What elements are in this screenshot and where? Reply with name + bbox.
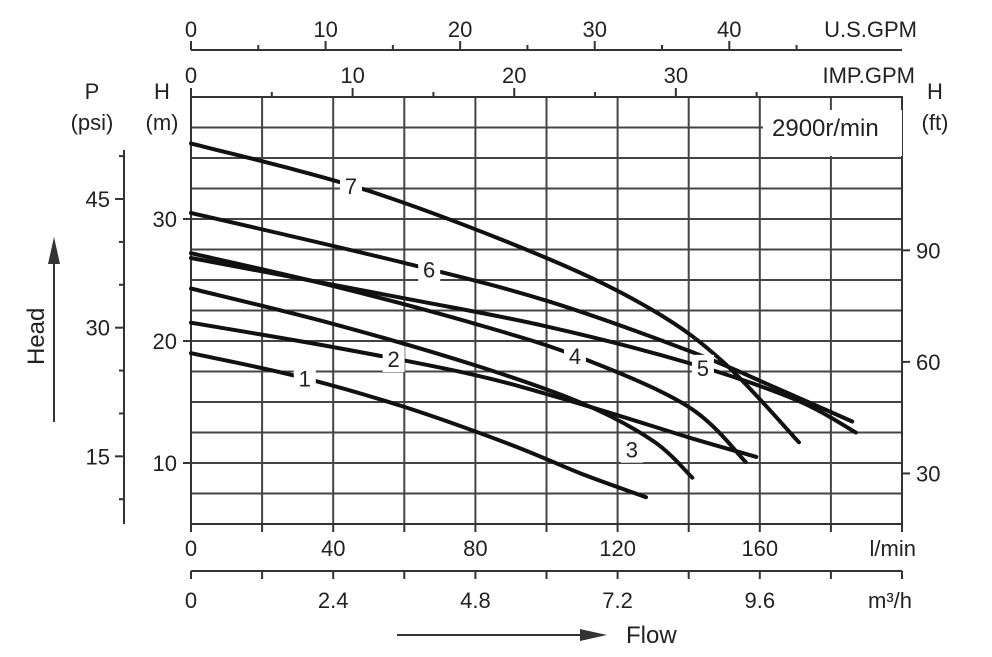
- lmin-tick-label: 0: [185, 536, 197, 561]
- curve-label-7: 7: [345, 174, 357, 199]
- m3h-tick-label: 0: [185, 588, 197, 613]
- ft-tick-label: 60: [916, 350, 940, 375]
- usgpm-tick-label: 40: [717, 17, 741, 42]
- m-tick-label: 30: [153, 207, 177, 232]
- curve-label-1: 1: [299, 366, 311, 391]
- usgpm-tick-label: 20: [448, 17, 472, 42]
- curve-label-2: 2: [388, 347, 400, 372]
- curve-1: [189, 351, 648, 500]
- impgpm-tick-label: 30: [664, 63, 688, 88]
- m3h-tick-label: 2.4: [318, 588, 349, 613]
- lmin-tick-label: 120: [599, 536, 636, 561]
- curve-label-bg-3: [620, 436, 643, 463]
- curve-label-5: 5: [697, 356, 709, 381]
- lmin-unit: l/min: [870, 536, 916, 561]
- curve-label-bg-2: [382, 346, 405, 373]
- ft-tick-label: 90: [916, 238, 940, 263]
- curve-label-3: 3: [626, 438, 638, 463]
- right-h-title: H: [927, 79, 943, 104]
- left-m-unit: (m): [146, 110, 179, 135]
- usgpm-unit: U.S.GPM: [824, 17, 917, 42]
- grid: [190, 96, 903, 525]
- lmin-tick-label: 80: [463, 536, 487, 561]
- impgpm-tick-label: 0: [185, 63, 197, 88]
- curve-5: [189, 256, 858, 435]
- right-ft-unit: (ft): [922, 110, 949, 135]
- axis-text: 2900r/min Flow Head P (psi) H (m) H (ft)…: [23, 17, 948, 649]
- head-arrow-head: [48, 237, 60, 264]
- curve-2: [189, 320, 759, 459]
- lmin-tick-label: 160: [741, 536, 778, 561]
- curve-labels: 1 2 3 4 5 6 7: [293, 173, 714, 463]
- m-tick-label: 10: [153, 451, 177, 476]
- performance-curves: [189, 141, 858, 500]
- m3h-tick-label: 7.2: [602, 588, 633, 613]
- curve-label-4: 4: [569, 344, 581, 369]
- m3h-tick-label: 4.8: [460, 588, 491, 613]
- curve-label-bg-5: [691, 354, 714, 381]
- speed-label-box: [763, 110, 902, 156]
- speed-label: 2900r/min: [772, 115, 879, 142]
- curve-label-bg-4: [563, 342, 586, 369]
- usgpm-tick-label: 0: [185, 17, 197, 42]
- curve-label-bg-7: [339, 173, 362, 200]
- psi-tick-label: 15: [86, 444, 110, 469]
- head-label: Head: [23, 308, 50, 365]
- left-psi-unit: (psi): [71, 110, 114, 135]
- psi-tick-label: 45: [86, 187, 110, 212]
- curve-7: [189, 141, 801, 445]
- m-tick-label: 20: [153, 329, 177, 354]
- flow-label: Flow: [626, 622, 677, 649]
- flow-arrow-head: [580, 629, 607, 641]
- curve-6: [189, 210, 855, 424]
- left-p-title: P: [85, 79, 100, 104]
- curve-label-bg-6: [418, 256, 441, 283]
- m3h-tick-label: 9.6: [745, 588, 776, 613]
- impgpm-unit: IMP.GPM: [822, 63, 915, 88]
- impgpm-tick-label: 10: [340, 63, 364, 88]
- lmin-tick-label: 40: [321, 536, 345, 561]
- usgpm-tick-label: 30: [582, 17, 606, 42]
- curve-label-bg-1: [293, 365, 316, 392]
- ft-tick-label: 30: [916, 461, 940, 486]
- impgpm-tick-label: 20: [502, 63, 526, 88]
- curve-label-6: 6: [423, 258, 435, 283]
- usgpm-tick-label: 10: [313, 17, 337, 42]
- psi-tick-label: 30: [86, 316, 110, 341]
- curve-3: [189, 286, 695, 480]
- left-h-title: H: [154, 79, 170, 104]
- m3h-unit: m³/h: [868, 588, 912, 613]
